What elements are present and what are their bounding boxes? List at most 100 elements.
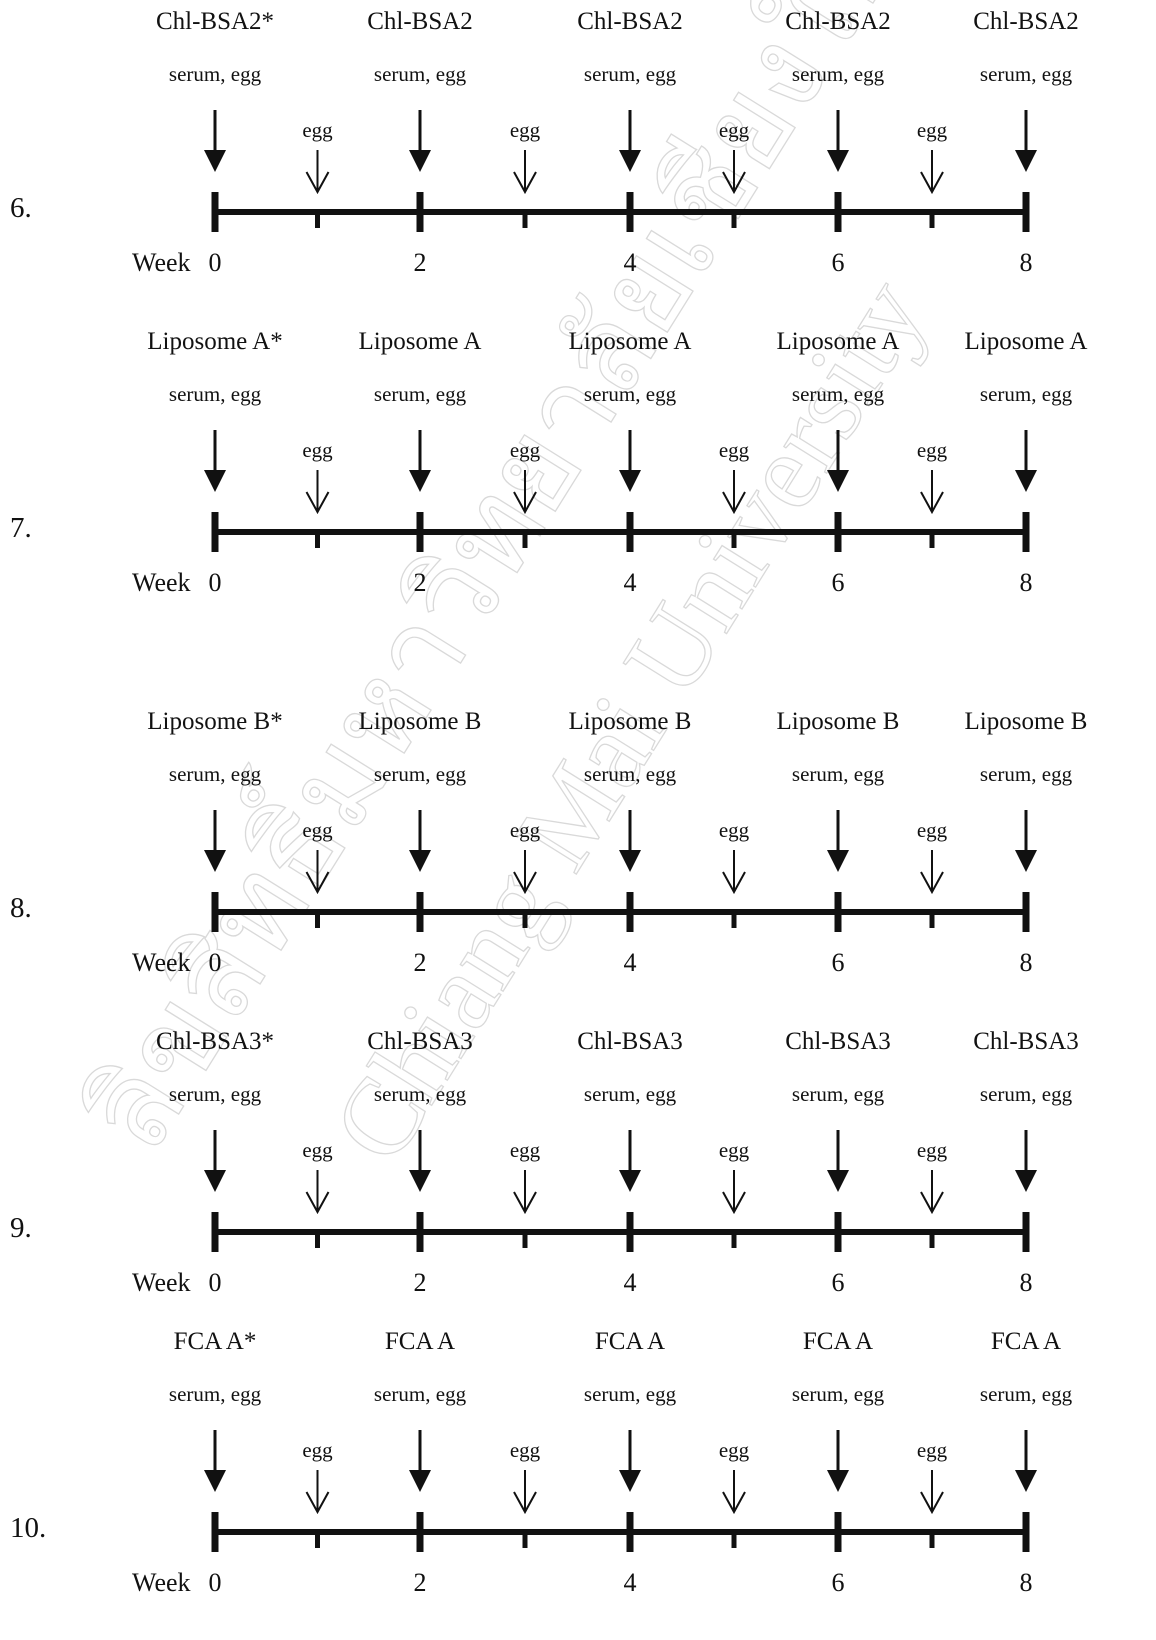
injection-arrow-head (827, 1470, 849, 1492)
vaccine-label: FCA A (384, 1328, 456, 1355)
egg-label: egg (718, 1138, 750, 1162)
timeline-graphic (204, 430, 1037, 552)
egg-label: egg (302, 1138, 333, 1162)
egg-label: egg (509, 1138, 541, 1162)
week-number: 2 (413, 1268, 427, 1297)
vaccine-label: FCA A (990, 1328, 1062, 1355)
egg-arrow-head (722, 1191, 746, 1215)
week-number: 2 (413, 948, 427, 977)
vaccine-label: Liposome A (568, 328, 692, 355)
vaccine-label: Chl-BSA3 (367, 1028, 473, 1055)
sample-label: serum, egg (373, 1082, 467, 1106)
week-number: 4 (623, 1568, 637, 1597)
injection-arrow-head (827, 150, 849, 172)
egg-arrow-head (722, 491, 746, 515)
injection-arrow-head (409, 470, 431, 492)
week-number: 6 (831, 248, 845, 277)
week-number: 6 (831, 948, 845, 977)
sample-label: serum, egg (373, 382, 467, 406)
egg-label: egg (302, 818, 333, 842)
injection-arrow-head (1015, 1470, 1037, 1492)
egg-label: egg (718, 818, 750, 842)
week-label: Week (132, 1568, 191, 1597)
egg-arrow-head (920, 171, 944, 195)
injection-arrow-head (1015, 1170, 1037, 1192)
sample-label: serum, egg (168, 1082, 262, 1106)
vaccine-label: Chl-BSA2* (155, 8, 275, 35)
week-number: 6 (831, 1568, 845, 1597)
schedule-row: 6. Chl-BSA2* serum, egg Chl-BSA2 serum, egg C… (0, 0, 1156, 320)
egg-label: egg (916, 1138, 948, 1162)
sample-label: serum, egg (168, 382, 262, 406)
egg-label: egg (718, 118, 750, 142)
vaccine-label: Chl-BSA3 (577, 1028, 683, 1055)
injection-arrow-head (204, 850, 226, 872)
sample-label: serum, egg (979, 1382, 1073, 1406)
sample-label: serum, egg (979, 762, 1073, 786)
egg-arrow-head (513, 491, 537, 515)
egg-arrow-head (920, 491, 944, 515)
sample-label: serum, egg (791, 382, 885, 406)
sample-label: serum, egg (373, 62, 467, 86)
week-number: 8 (1019, 1568, 1033, 1597)
egg-label: egg (916, 1438, 948, 1462)
vaccine-label: Liposome A* (147, 328, 283, 355)
egg-arrow-head (920, 871, 944, 895)
schedule-number: 7. (10, 512, 32, 544)
egg-arrow-head (513, 1191, 537, 1215)
week-label: Week (132, 948, 191, 977)
week-number: 6 (831, 568, 845, 597)
egg-label: egg (916, 118, 948, 142)
egg-label: egg (718, 438, 750, 462)
week-number: 4 (623, 248, 637, 277)
vaccine-label: Liposome A (964, 328, 1088, 355)
week-number: 0 (208, 568, 222, 597)
injection-arrow-head (409, 150, 431, 172)
week-label: Week (132, 568, 191, 597)
egg-arrow-head (305, 1491, 330, 1515)
egg-arrow-head (920, 1491, 944, 1515)
vaccine-label: Liposome B (568, 708, 692, 735)
vaccine-label: Liposome B* (147, 708, 283, 735)
vaccine-label: Liposome B (776, 708, 900, 735)
sample-label: serum, egg (583, 62, 677, 86)
injection-arrow-head (1015, 470, 1037, 492)
egg-arrow-head (722, 1491, 746, 1515)
injection-arrow-head (619, 850, 641, 872)
sample-label: serum, egg (168, 762, 262, 786)
week-number: 8 (1019, 248, 1033, 277)
injection-arrow-head (409, 850, 431, 872)
vaccine-label: Liposome A (776, 328, 900, 355)
week-number: 0 (208, 1268, 222, 1297)
week-number: 4 (623, 568, 637, 597)
injection-arrow-head (1015, 850, 1037, 872)
sample-label: serum, egg (979, 62, 1073, 86)
vaccine-label: Liposome A (358, 328, 482, 355)
sample-label: serum, egg (373, 1382, 467, 1406)
sample-label: serum, egg (583, 1082, 677, 1106)
vaccine-label: Chl-BSA2 (973, 8, 1079, 35)
sample-label: serum, egg (168, 1382, 262, 1406)
schedule-number: 10. (10, 1512, 47, 1544)
week-number: 0 (208, 1568, 222, 1597)
vaccine-label: Chl-BSA3* (155, 1028, 275, 1055)
vaccine-label: FCA A (594, 1328, 666, 1355)
egg-label: egg (718, 1438, 750, 1462)
egg-label: egg (302, 118, 333, 142)
injection-arrow-head (619, 150, 641, 172)
vaccine-label: Chl-BSA2 (577, 8, 683, 35)
injection-arrow-head (204, 1170, 226, 1192)
egg-arrow-head (722, 871, 746, 895)
vaccine-label: FCA A* (173, 1328, 257, 1355)
egg-arrow-head (305, 171, 330, 195)
week-number: 0 (208, 248, 222, 277)
injection-arrow-head (204, 1470, 226, 1492)
week-label: Week (132, 1268, 191, 1297)
week-number: 8 (1019, 1268, 1033, 1297)
sample-label: serum, egg (979, 382, 1073, 406)
week-number: 4 (623, 948, 637, 977)
sample-label: serum, egg (791, 62, 885, 86)
vaccine-label: FCA A (802, 1328, 874, 1355)
schedule-row: 10. FCA A* serum, egg FCA A serum, egg FCA A s… (0, 1320, 1156, 1640)
egg-arrow-head (305, 1191, 330, 1215)
